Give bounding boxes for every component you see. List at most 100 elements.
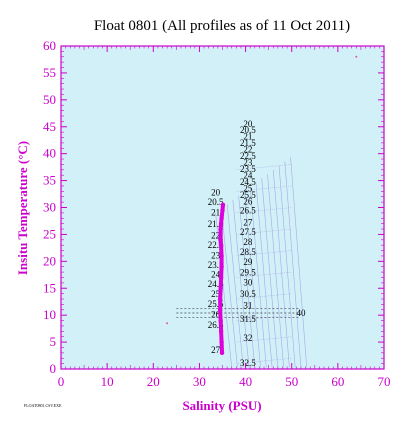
x-tick-label: 60 [331,374,344,389]
contour-line [236,336,292,343]
x-axis: 0 10 20 30 40 50 60 70 [58,46,391,389]
density-label: 25 [211,289,221,299]
y-axis: 0 5 10 15 20 25 30 35 40 45 50 55 60 [43,38,384,376]
contour-line [236,207,292,214]
x-tick-label: 70 [378,374,391,389]
density-label: 32.5 [240,358,256,368]
contour-line [221,208,238,368]
x-tick-label: 0 [58,374,65,389]
density-label: 20.5 [208,197,224,207]
y-tick-label: 25 [43,226,56,241]
x-tick-label: 20 [147,374,160,389]
contour-line [284,161,302,368]
density-label: 24 [211,269,221,279]
profile-point [218,286,223,291]
y-tick-label: 40 [43,146,56,161]
density-label: 22 [243,145,252,155]
y-tick-label: 0 [50,361,57,376]
density-label: 25.5 [208,299,224,309]
profile-point [219,253,224,259]
y-tick-label: 20 [43,253,56,268]
y-tick-label: 5 [50,334,57,349]
density-label: 22.5 [208,240,224,250]
contour-line [255,182,273,368]
density-label: 25 [243,183,253,193]
density-label: 26.5 [208,320,224,330]
density-label: 23 [243,158,253,168]
outlier-point [166,322,169,325]
density-label: 25.5 [240,190,256,200]
x-tick-label: 30 [193,374,206,389]
profile-point [218,318,223,323]
y-tick-label: 10 [43,307,56,322]
density-label: 30 [243,278,253,288]
profile-point [218,237,223,242]
profile-point [218,226,223,232]
density-label: 22 [211,231,220,241]
profile-point [218,329,224,334]
density-label: 32 [243,333,252,343]
profile-point [217,307,223,312]
contour-line [290,156,308,368]
y-tick-label: 60 [43,38,56,53]
profile-point [217,296,223,302]
chart-title: Float 0801 (All profiles as of 11 Oct 20… [94,18,350,34]
density-label: 23.5 [208,260,224,270]
density-label: 28 [243,237,253,247]
density-label: 20.5 [240,125,256,135]
contour-line [236,271,292,278]
density-label: 29 [243,257,253,267]
outlier-point [355,55,358,58]
density-label: 21 [243,132,252,142]
profile-point [220,207,225,213]
density-labels: 2020.52121.52222.52323.52424.52525.52626… [208,119,306,368]
contour-line [236,164,292,171]
density-label: 24.5 [240,177,256,187]
profile-point [218,221,224,226]
profile-point [219,216,224,221]
contour-line [236,357,292,364]
density-label: 24 [243,170,253,180]
density-label: 23.5 [240,164,256,174]
density-label: 20 [211,188,221,198]
x-tick-label: 40 [239,374,252,389]
contour-line [236,185,292,192]
density-label: 26.5 [240,205,256,215]
density-label: 29.5 [240,267,256,277]
y-tick-label: 30 [43,200,56,215]
density-label: 27 [243,217,253,227]
y-tick-label: 45 [43,119,56,134]
y-axis-label: Insitu Temperature (°C) [15,141,30,275]
contour-line [272,169,290,368]
contour-line [236,250,292,257]
density-label: 22.5 [240,151,256,161]
y-tick-label: 55 [43,65,56,80]
contour-line [226,204,244,368]
profile-series [217,202,226,356]
profile-point [218,275,224,280]
density-contours [215,156,308,368]
x-tick-label: 50 [285,374,298,389]
profile-point [219,264,224,269]
contour-line [278,165,296,368]
y-tick-label: 15 [43,280,56,295]
density-label: 40 [296,308,306,318]
density-label: 21 [211,208,220,218]
density-label: 23 [211,251,221,261]
density-label: 31 [243,301,252,311]
density-label: 30.5 [240,289,256,299]
density-label: 26 [211,309,221,319]
density-label: 20 [243,119,253,129]
density-label: 27 [211,345,221,355]
density-label: 31.5 [240,314,256,324]
contour-line [236,293,292,300]
contour-line [215,212,233,368]
y-tick-label: 50 [43,92,56,107]
x-axis-label: Salinity (PSU) [182,398,261,413]
contour-line [238,195,256,368]
contour-line [232,199,250,368]
density-label: 21.5 [208,219,224,229]
mixed-layer-line [176,308,299,318]
density-label: 24.5 [208,279,224,289]
